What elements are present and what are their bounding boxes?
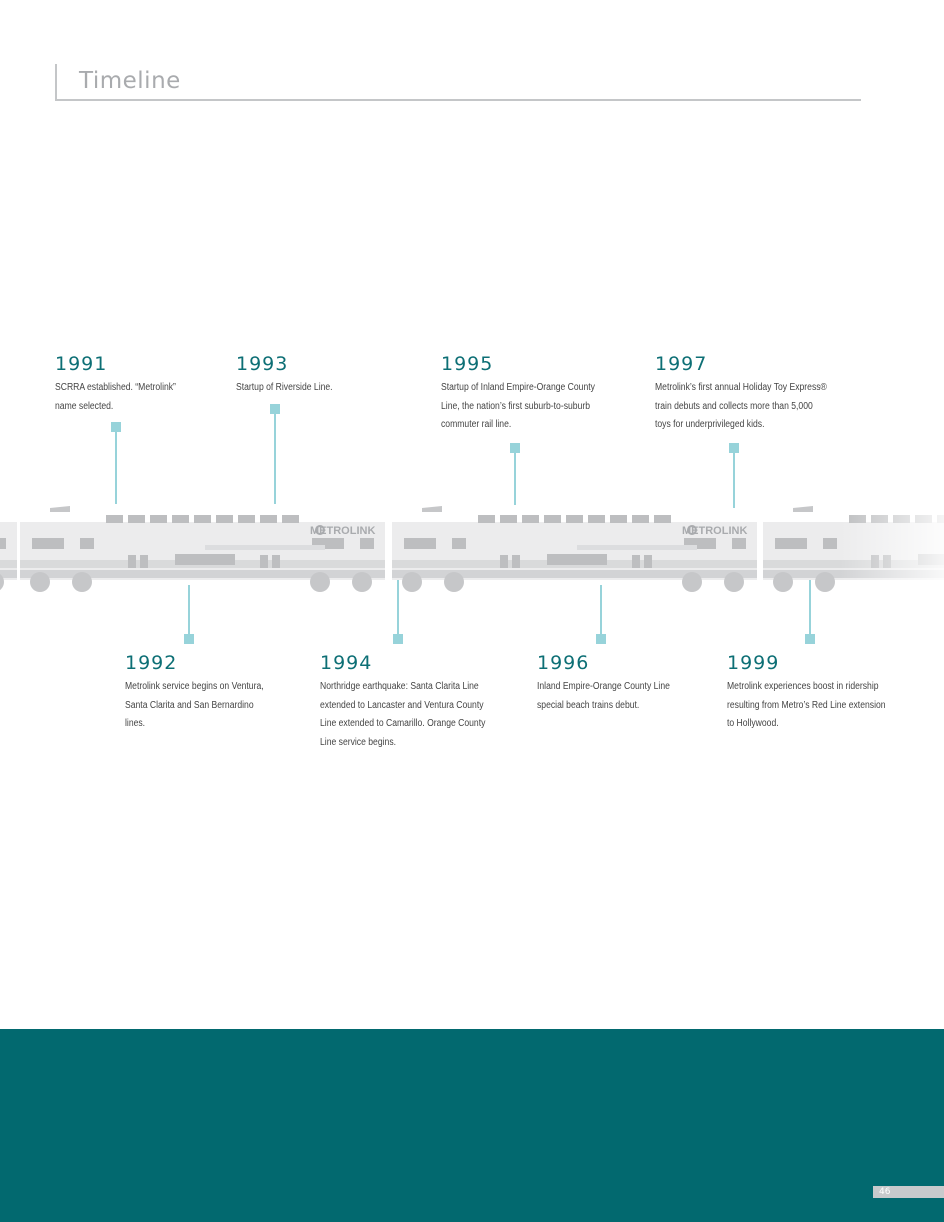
connector-dot <box>270 404 280 414</box>
page-number: 46 <box>873 1186 944 1198</box>
timeline-event-1999: 1999 Metrolink experiences boost in ride… <box>727 652 927 734</box>
timeline-event-1992: 1992 Metrolink service begins on Ventura… <box>125 652 295 734</box>
timeline-event-1997: 1997 Metrolink’s first annual Holiday To… <box>655 353 855 435</box>
timeline-event-1993: 1993 Startup of Riverside Line. <box>236 353 406 398</box>
event-year: 1997 <box>655 353 708 375</box>
connector-line <box>514 453 516 505</box>
event-year: 1991 <box>55 353 108 375</box>
timeline-event-1996: 1996 Inland Empire-Orange County Line sp… <box>537 652 707 715</box>
connector-line <box>274 414 276 504</box>
event-description: Metrolink experiences boost in ridership… <box>727 681 886 729</box>
connector-line <box>115 432 117 504</box>
connector-dot <box>184 634 194 644</box>
connector-dot <box>596 634 606 644</box>
connector-line <box>733 453 735 508</box>
event-year: 1992 <box>125 652 178 674</box>
connector-line <box>188 585 190 635</box>
event-year: 1993 <box>236 353 289 375</box>
timeline-event-1995: 1995 Startup of Inland Empire-Orange Cou… <box>441 353 641 435</box>
event-year: 1996 <box>537 652 590 674</box>
event-description: SCRRA established. “Metrolink” name sele… <box>55 382 176 412</box>
connector-line <box>397 580 399 635</box>
train-logo-text: METROLINK <box>310 525 375 537</box>
timeline-event-1994: 1994 Northridge earthquake: Santa Clarit… <box>320 652 520 752</box>
header-rule-vertical <box>55 64 57 101</box>
footer-band <box>0 1029 944 1222</box>
event-description: Metrolink’s first annual Holiday Toy Exp… <box>655 382 827 430</box>
event-year: 1999 <box>727 652 780 674</box>
event-description: Inland Empire-Orange County Line special… <box>537 681 670 711</box>
connector-dot <box>393 634 403 644</box>
event-description: Metrolink service begins on Ventura, San… <box>125 681 264 729</box>
connector-dot <box>510 443 520 453</box>
header-rule-horizontal <box>55 99 861 101</box>
event-description: Startup of Riverside Line. <box>236 382 333 393</box>
train-illustration: METROLINK METROLINK <box>0 500 944 595</box>
event-description: Northridge earthquake: Santa Clarita Lin… <box>320 681 486 748</box>
page-title: Timeline <box>79 68 181 94</box>
connector-dot <box>805 634 815 644</box>
connector-line <box>809 580 811 635</box>
connector-line <box>600 585 602 635</box>
event-year: 1994 <box>320 652 373 674</box>
event-description: Startup of Inland Empire-Orange County L… <box>441 382 595 430</box>
timeline-event-1991: 1991 SCRRA established. “Metrolink” name… <box>55 353 225 416</box>
connector-dot <box>111 422 121 432</box>
event-year: 1995 <box>441 353 494 375</box>
connector-dot <box>729 443 739 453</box>
train-logo-text: METROLINK <box>682 525 747 537</box>
